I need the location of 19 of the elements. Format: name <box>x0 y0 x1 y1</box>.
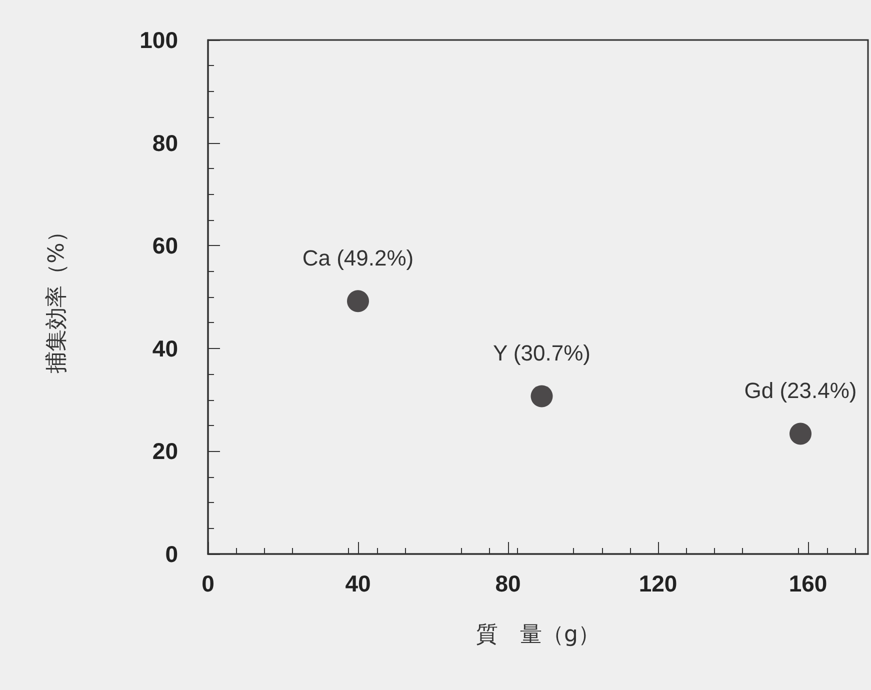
annotation: Ca (49.2%) <box>302 246 414 271</box>
y-tick-label: 80 <box>152 130 178 156</box>
y-tick-label: 40 <box>152 335 178 362</box>
x-axis-title: 質 量（g） <box>476 622 600 648</box>
y-tick-label: 20 <box>152 438 178 464</box>
y-tick-label: 60 <box>152 232 178 259</box>
y-axis-title: 捕集効率（%） <box>44 220 70 374</box>
x-tick-label: 80 <box>495 570 521 596</box>
point <box>530 385 553 408</box>
y-tick-label: 100 <box>140 27 178 53</box>
x-tick-label: 0 <box>202 570 214 596</box>
x-tick-label: 120 <box>638 570 678 596</box>
x-tick-label: 160 <box>788 570 828 596</box>
point <box>790 422 812 445</box>
annotation: Gd (23.4%) <box>744 378 857 404</box>
y-tick-label: 0 <box>165 541 178 567</box>
annotation: Y (30.7%) <box>493 340 590 366</box>
point <box>347 290 369 312</box>
x-tick-label: 40 <box>345 570 371 596</box>
